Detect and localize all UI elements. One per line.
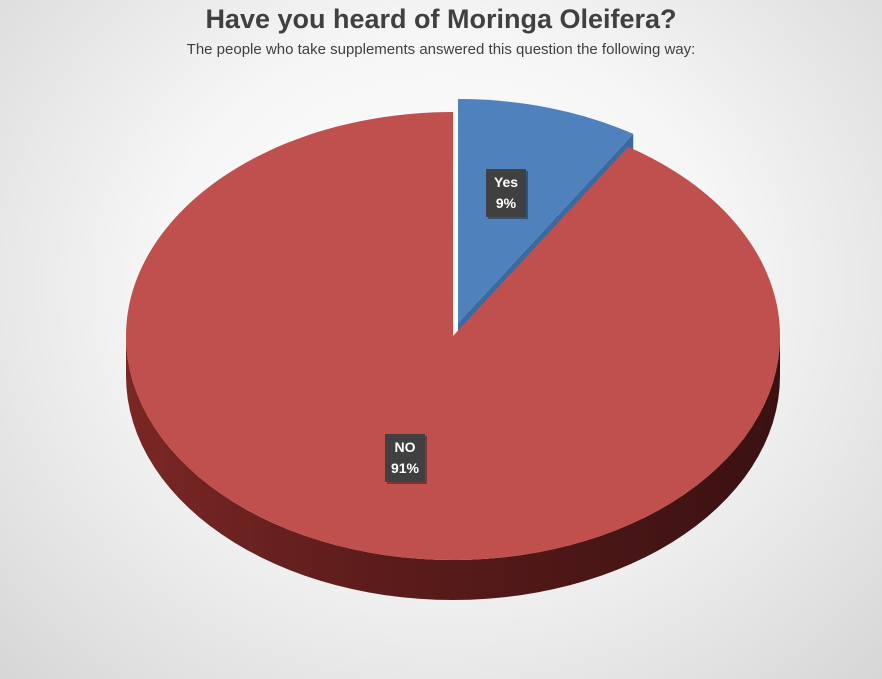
data-label-yes: Yes 9% — [486, 169, 529, 220]
data-label-no: NO 91% — [385, 434, 427, 484]
pie-slice-side-no — [126, 336, 780, 600]
pie-slice-yes — [458, 99, 634, 324]
pie-slice-no — [125, 112, 781, 560]
chart-subtitle: The people who take supplements answered… — [186, 41, 696, 58]
data-label-yes-percent: 9% — [496, 195, 517, 211]
chart-title: Have you heard of Moringa Oleifera? — [205, 4, 677, 34]
data-label-no-percent: 91% — [391, 460, 420, 476]
data-label-no-category: NO — [395, 439, 416, 455]
data-label-yes-category: Yes — [494, 174, 518, 190]
